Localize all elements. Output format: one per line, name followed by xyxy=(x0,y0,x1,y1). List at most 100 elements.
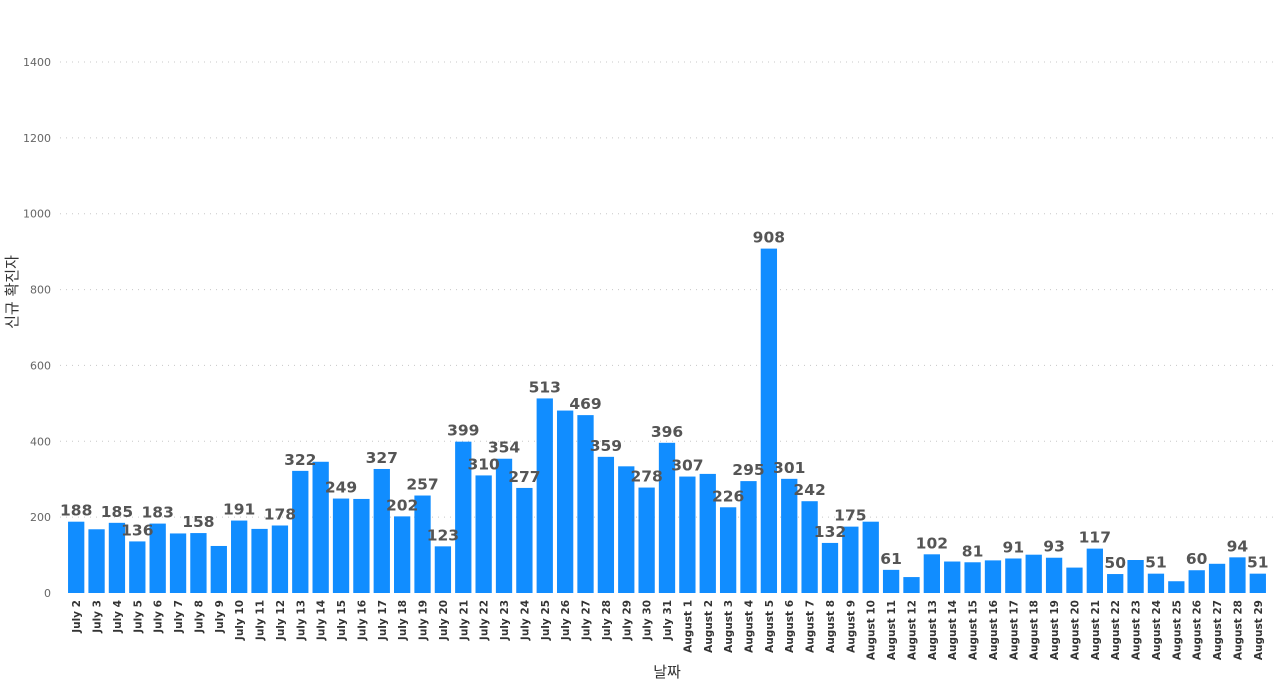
data-label: 295 xyxy=(732,461,764,479)
x-tick-label: August 26 xyxy=(1192,600,1204,660)
x-tick-label: August 13 xyxy=(927,600,939,660)
x-tick-label: August 12 xyxy=(906,600,918,660)
x-tick-label: July 7 xyxy=(173,600,185,634)
bar xyxy=(516,487,533,593)
x-tick-label: August 2 xyxy=(703,600,715,653)
data-label: 132 xyxy=(814,523,846,541)
bar xyxy=(1066,567,1083,593)
data-label: 51 xyxy=(1145,554,1167,572)
data-label: 102 xyxy=(916,534,948,552)
data-label: 359 xyxy=(590,437,622,455)
bar xyxy=(1208,563,1226,593)
x-tick-label: July 14 xyxy=(316,600,328,641)
bar xyxy=(190,533,207,593)
x-tick-label: July 26 xyxy=(560,600,572,641)
bar xyxy=(1005,558,1022,593)
y-axis-title: 신규 확진자 xyxy=(3,255,21,329)
data-label: 354 xyxy=(488,439,521,457)
bar xyxy=(1045,557,1063,593)
bar xyxy=(108,522,126,593)
bar xyxy=(1229,557,1246,593)
y-tick-label: 0 xyxy=(44,587,51,600)
x-tick-label: July 19 xyxy=(418,600,430,641)
data-label: 191 xyxy=(223,501,255,519)
bar xyxy=(923,554,940,593)
x-tick-label: July 25 xyxy=(540,600,552,641)
x-tick-label: August 4 xyxy=(743,600,755,653)
x-tick-label: July 30 xyxy=(642,600,654,641)
data-label: 183 xyxy=(142,504,174,522)
data-label: 158 xyxy=(182,513,214,531)
data-label: 61 xyxy=(880,550,902,568)
data-label: 327 xyxy=(366,449,398,467)
x-tick-label: July 27 xyxy=(581,600,593,641)
bar xyxy=(1127,560,1144,593)
y-tick-label: 1200 xyxy=(23,132,51,145)
bar xyxy=(536,398,553,593)
bar xyxy=(68,521,85,593)
x-tick-label: August 23 xyxy=(1131,600,1143,660)
bar xyxy=(719,507,737,593)
data-label: 307 xyxy=(671,457,703,475)
bar xyxy=(862,521,879,593)
x-tick-label: August 27 xyxy=(1212,600,1224,660)
data-label: 278 xyxy=(630,468,662,486)
bar xyxy=(414,495,431,593)
bar xyxy=(1025,554,1042,593)
bar xyxy=(638,487,655,593)
y-tick-label: 200 xyxy=(30,511,51,524)
x-tick-label: August 1 xyxy=(682,600,694,653)
x-tick-label: July 28 xyxy=(601,600,613,641)
data-label: 185 xyxy=(101,503,133,521)
x-tick-label: August 11 xyxy=(886,600,898,660)
bar xyxy=(434,546,452,593)
bars xyxy=(68,248,1266,594)
bar xyxy=(88,529,105,593)
x-tick-label: August 9 xyxy=(845,600,857,653)
bar xyxy=(394,516,411,593)
bar xyxy=(1147,573,1165,593)
bar xyxy=(332,498,350,593)
data-label: 175 xyxy=(834,507,866,525)
bar xyxy=(984,560,1002,593)
bar xyxy=(740,481,757,593)
data-label: 81 xyxy=(962,542,984,560)
x-tick-label: July 31 xyxy=(662,600,674,641)
bar xyxy=(658,442,676,593)
x-tick-label: August 18 xyxy=(1029,600,1041,660)
bar xyxy=(1086,548,1103,593)
x-tick-label: July 21 xyxy=(458,600,470,641)
y-tick-label: 800 xyxy=(30,284,51,297)
bar xyxy=(821,542,839,593)
bar xyxy=(1168,581,1185,593)
x-axis-title: 날짜 xyxy=(653,663,681,680)
bar xyxy=(292,470,309,593)
x-tick-label: July 18 xyxy=(397,600,409,641)
x-tick-label: August 28 xyxy=(1232,600,1244,660)
x-tick-label: August 25 xyxy=(1171,600,1183,660)
bar xyxy=(149,523,166,593)
x-tick-label: August 7 xyxy=(805,600,817,653)
data-label: 226 xyxy=(712,487,744,505)
bar xyxy=(129,541,146,593)
data-label: 322 xyxy=(284,451,316,469)
bar xyxy=(373,468,390,593)
data-label: 908 xyxy=(753,229,785,247)
bar xyxy=(842,526,859,594)
bar xyxy=(556,410,574,593)
bar xyxy=(353,498,370,593)
x-tick-label: August 20 xyxy=(1069,600,1081,660)
bar xyxy=(618,466,635,593)
y-tick-label: 400 xyxy=(30,435,51,448)
x-tick-label: August 19 xyxy=(1049,600,1061,660)
x-tick-label: August 21 xyxy=(1090,600,1102,660)
y-tick-label: 600 xyxy=(30,359,51,372)
data-label: 136 xyxy=(121,521,153,539)
data-label: 93 xyxy=(1043,538,1065,556)
x-tick-label: July 24 xyxy=(519,600,531,641)
bar xyxy=(903,577,920,593)
x-tick-label: July 16 xyxy=(356,600,368,641)
bar xyxy=(597,456,615,593)
x-tick-label: August 6 xyxy=(784,600,796,653)
x-tick-label: July 5 xyxy=(132,600,144,634)
